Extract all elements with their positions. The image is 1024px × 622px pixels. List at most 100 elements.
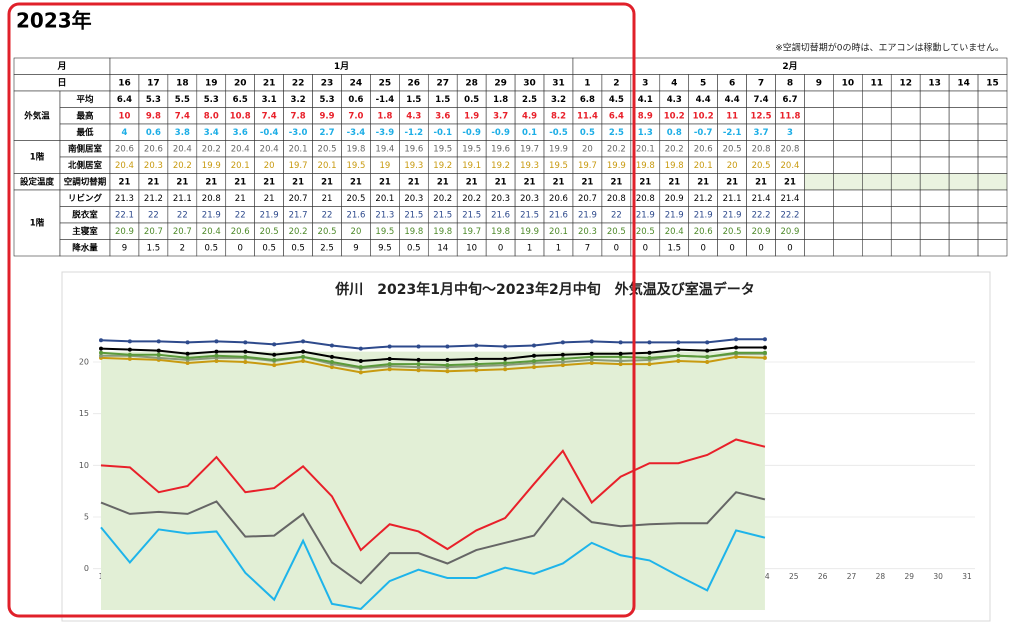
point bbox=[474, 343, 479, 348]
cell-value: 19.1 bbox=[462, 161, 481, 171]
cell-value: 0.6 bbox=[146, 128, 161, 138]
cell-value: 6.5 bbox=[233, 95, 248, 105]
day-label: 28 bbox=[465, 78, 478, 88]
cell-value: 20.5 bbox=[607, 227, 626, 237]
point bbox=[358, 346, 363, 351]
cell-value: 20.4 bbox=[260, 144, 279, 154]
cell-value: 14 bbox=[437, 243, 448, 253]
day-label: 26 bbox=[408, 78, 421, 88]
cell-value: 1 bbox=[527, 243, 532, 253]
day-label: 8 bbox=[787, 78, 793, 88]
cell-value: 5.3 bbox=[204, 95, 219, 105]
table-cell bbox=[862, 189, 892, 207]
cell-value: 1.5 bbox=[147, 243, 161, 253]
cell-value: 20.8 bbox=[636, 194, 655, 204]
cell-value: 21.9 bbox=[636, 210, 655, 220]
point bbox=[156, 355, 161, 360]
cell-value: 20.5 bbox=[636, 227, 655, 237]
cell-value: 21.5 bbox=[404, 210, 423, 220]
y-tick-label: 15 bbox=[79, 409, 89, 418]
point bbox=[358, 370, 363, 375]
point bbox=[214, 349, 219, 354]
line bbox=[100, 355, 765, 374]
table-cell bbox=[890, 123, 921, 141]
cell-value: 21.1 bbox=[723, 194, 742, 204]
point bbox=[560, 360, 565, 364]
table-cell bbox=[13, 189, 61, 257]
point bbox=[705, 340, 710, 345]
cell-value: -0.4 bbox=[260, 128, 279, 138]
table-cell bbox=[977, 156, 1008, 174]
x-tick-label: 27 bbox=[847, 572, 857, 581]
cell-value: 0 bbox=[729, 243, 734, 253]
cell-value: 20.1 bbox=[549, 227, 568, 237]
line bbox=[100, 491, 766, 585]
cell-value: 5.3 bbox=[146, 95, 161, 105]
cell-value: 22 bbox=[148, 210, 159, 220]
table-cell bbox=[948, 189, 979, 207]
table-cell bbox=[948, 222, 979, 240]
cell-value: 20 bbox=[582, 144, 593, 154]
cell-value: 1 bbox=[556, 243, 561, 253]
cell-value: -3.0 bbox=[289, 128, 308, 138]
row-label: 主寝室 bbox=[72, 226, 98, 237]
point bbox=[503, 367, 508, 372]
day-label: 6 bbox=[729, 78, 735, 88]
point bbox=[127, 347, 132, 352]
point bbox=[618, 362, 623, 367]
cell-value: 2.7 bbox=[319, 128, 334, 138]
cell-value: 20.4 bbox=[173, 144, 192, 154]
table-cell bbox=[977, 189, 1008, 207]
point bbox=[532, 365, 536, 370]
cell-value: 20.2 bbox=[665, 144, 684, 154]
point bbox=[243, 354, 248, 359]
cell-value: 3.4 bbox=[204, 128, 219, 138]
group-label: 設定温度 bbox=[20, 176, 55, 187]
cell-value: 7.4 bbox=[175, 111, 190, 121]
day-label: 2 bbox=[613, 78, 619, 88]
cell-value: 9 bbox=[353, 243, 358, 253]
line bbox=[100, 351, 765, 369]
cell-value: 20.1 bbox=[694, 161, 713, 171]
cell-value: 8.9 bbox=[638, 111, 653, 121]
point bbox=[474, 362, 479, 367]
table-cell bbox=[948, 173, 979, 191]
cell-value: 20.4 bbox=[231, 144, 250, 154]
cell-value: 9 bbox=[122, 243, 127, 253]
cell-value: 0.8 bbox=[667, 128, 682, 138]
day-label: 10 bbox=[842, 78, 855, 88]
table-cell bbox=[919, 107, 950, 125]
cell-value: 20.7 bbox=[578, 194, 597, 204]
cell-value: 19.5 bbox=[549, 161, 568, 171]
point bbox=[474, 356, 479, 361]
point bbox=[589, 357, 594, 362]
x-tick-label: 28 bbox=[876, 572, 886, 581]
table-cell bbox=[919, 156, 950, 174]
table-cell bbox=[890, 173, 921, 191]
row-label: 空調切替期 bbox=[64, 176, 107, 187]
table-cell bbox=[833, 173, 863, 191]
day-label: 9 bbox=[816, 78, 822, 88]
cell-value: 12.5 bbox=[751, 111, 772, 121]
day-header: 日 bbox=[57, 77, 66, 88]
table-cell bbox=[804, 107, 834, 125]
cell-value: 20.1 bbox=[318, 161, 337, 171]
point bbox=[156, 339, 161, 344]
cell-value: 0.5 bbox=[262, 243, 276, 253]
point bbox=[358, 365, 363, 370]
cell-value: 20.1 bbox=[636, 144, 655, 154]
point bbox=[503, 361, 508, 366]
point bbox=[99, 346, 103, 351]
cell-value: 0 bbox=[614, 243, 619, 253]
cell-value: 1.9 bbox=[464, 111, 479, 121]
point bbox=[734, 354, 739, 359]
cell-value: 19.9 bbox=[202, 161, 221, 171]
cell-value: 6.4 bbox=[117, 95, 132, 105]
cell-value: 21 bbox=[553, 177, 565, 187]
table-cell bbox=[890, 239, 921, 257]
point bbox=[156, 352, 161, 357]
table-cell bbox=[890, 140, 921, 158]
point bbox=[647, 350, 652, 355]
point bbox=[532, 343, 536, 348]
